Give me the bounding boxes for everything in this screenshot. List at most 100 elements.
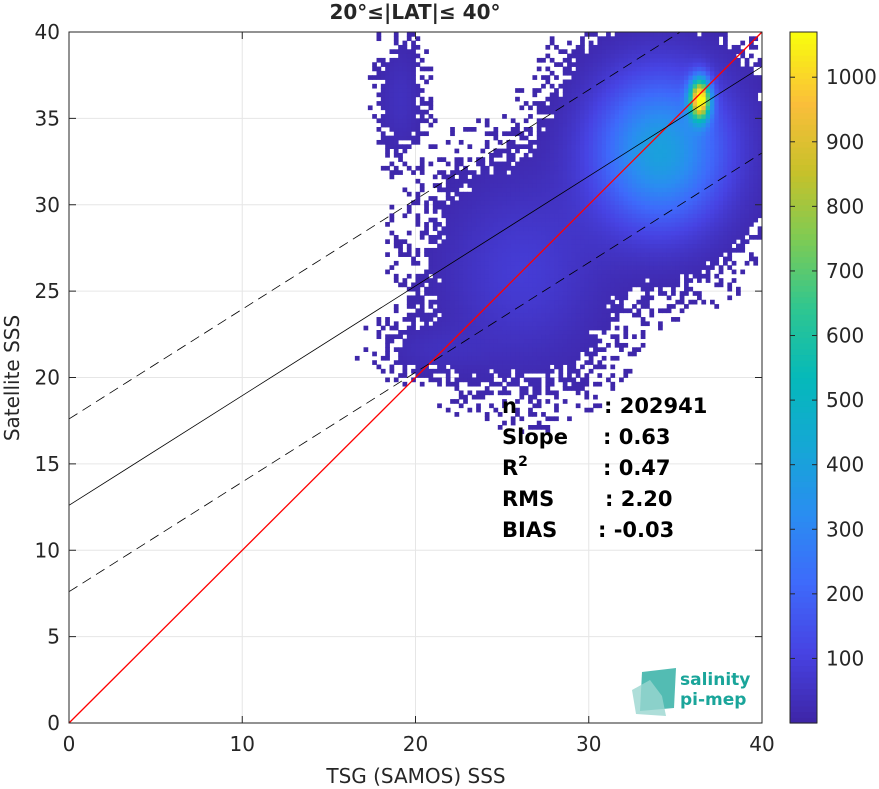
density-cell: [662, 239, 668, 245]
density-cell: [649, 92, 655, 98]
density-cell: [597, 295, 603, 301]
density-cell: [545, 381, 551, 387]
density-cell: [636, 109, 642, 115]
density-cell: [671, 148, 676, 154]
density-cell: [554, 252, 559, 257]
density-cell: [580, 131, 585, 137]
density-cell: [619, 114, 624, 119]
density-cell: [614, 355, 620, 361]
density-cell: [432, 334, 438, 340]
density-cell: [541, 273, 546, 279]
density-cell: [528, 243, 533, 249]
density-cell: [610, 148, 616, 154]
density-cell: [549, 299, 555, 305]
density-cell: [597, 273, 603, 279]
density-cell: [619, 92, 624, 98]
density-cell: [606, 234, 611, 240]
density-cell: [562, 239, 568, 245]
density-cell: [558, 317, 564, 322]
density-cell: [727, 127, 733, 132]
density-cell: [445, 381, 451, 387]
density-cell: [411, 109, 416, 115]
density-cell: [554, 96, 559, 102]
density-cell: [575, 122, 581, 128]
density-cell: [662, 40, 668, 46]
density-cell: [571, 79, 577, 85]
density-cell: [588, 312, 594, 318]
density-cell: [562, 304, 568, 309]
density-cell: [736, 213, 741, 219]
density-cell: [489, 230, 494, 236]
density-cell: [571, 62, 577, 67]
density-cell: [541, 122, 546, 128]
density-cell: [532, 282, 538, 288]
density-cell: [588, 66, 594, 72]
density-cell: [515, 170, 520, 175]
density-cell: [398, 75, 403, 80]
density-cell: [393, 83, 399, 89]
density-cell: [519, 265, 525, 270]
density-cell: [528, 131, 533, 137]
density-cell: [601, 278, 607, 283]
density-cell: [515, 355, 520, 361]
density-cell: [428, 269, 434, 275]
density-cell: [671, 44, 676, 50]
density-cell: [523, 364, 529, 370]
density-cell: [458, 213, 464, 219]
density-cell: [662, 247, 668, 253]
density-cell: [601, 230, 607, 236]
density-cell: [484, 144, 490, 150]
density-cell: [528, 299, 533, 305]
density-cell: [588, 196, 594, 201]
density-cell: [718, 53, 724, 59]
density-cell: [731, 170, 737, 175]
density-cell: [575, 49, 581, 54]
density-cell: [463, 347, 468, 352]
density-cell: [450, 304, 455, 309]
density-cell: [671, 204, 676, 210]
density-cell: [723, 144, 728, 150]
density-cell: [497, 425, 503, 430]
density-cell: [571, 144, 577, 150]
density-cell: [502, 131, 507, 137]
density-cell: [454, 252, 460, 257]
density-cell: [406, 57, 412, 63]
density-cell: [519, 204, 525, 210]
density-cell: [640, 49, 646, 54]
density-cell: [571, 282, 577, 288]
density-cell: [458, 273, 464, 279]
density-cell: [723, 230, 728, 236]
density-cell: [675, 122, 681, 128]
density-cell: [584, 308, 590, 314]
density-cell: [597, 170, 603, 175]
density-cell: [484, 217, 490, 223]
density-cell: [671, 79, 676, 85]
density-cell: [601, 317, 607, 322]
density-cell: [476, 286, 481, 292]
density-cell: [688, 170, 694, 175]
density-cell: [632, 178, 637, 184]
density-cell: [736, 204, 741, 210]
density-cell: [636, 243, 642, 249]
density-cell: [606, 256, 611, 262]
density-cell: [428, 256, 434, 262]
density-cell: [506, 161, 512, 167]
density-cell: [545, 312, 551, 318]
density-cell: [692, 101, 698, 106]
density-cell: [493, 170, 499, 175]
density-cell: [458, 351, 464, 357]
density-cell: [398, 373, 403, 378]
density-cell: [532, 217, 538, 223]
density-cell: [532, 204, 538, 210]
density-cell: [471, 347, 477, 352]
density-cell: [454, 187, 460, 193]
density-cell: [627, 66, 633, 72]
density-cell: [662, 66, 668, 72]
density-cell: [497, 265, 503, 270]
density-cell: [649, 308, 655, 314]
density-cell: [658, 191, 663, 197]
density-cell: [575, 334, 581, 340]
density-cell: [736, 217, 741, 223]
density-cell: [541, 329, 546, 335]
density-cell: [649, 49, 655, 54]
